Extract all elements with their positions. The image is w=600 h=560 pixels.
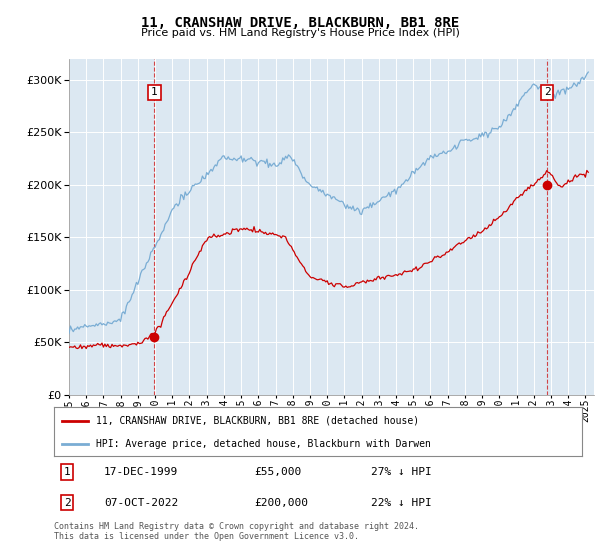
Text: 1: 1 [151, 87, 158, 97]
Text: 2: 2 [64, 498, 71, 508]
Text: 22% ↓ HPI: 22% ↓ HPI [371, 498, 431, 508]
Text: £200,000: £200,000 [254, 498, 308, 508]
Text: HPI: Average price, detached house, Blackburn with Darwen: HPI: Average price, detached house, Blac… [96, 439, 431, 449]
Text: 1: 1 [64, 467, 71, 477]
Text: 27% ↓ HPI: 27% ↓ HPI [371, 467, 431, 477]
Text: 11, CRANSHAW DRIVE, BLACKBURN, BB1 8RE (detached house): 11, CRANSHAW DRIVE, BLACKBURN, BB1 8RE (… [96, 416, 419, 426]
Text: 2: 2 [544, 87, 550, 97]
Text: 07-OCT-2022: 07-OCT-2022 [104, 498, 178, 508]
Text: Price paid vs. HM Land Registry's House Price Index (HPI): Price paid vs. HM Land Registry's House … [140, 28, 460, 38]
Text: Contains HM Land Registry data © Crown copyright and database right 2024.
This d: Contains HM Land Registry data © Crown c… [54, 522, 419, 542]
Text: 17-DEC-1999: 17-DEC-1999 [104, 467, 178, 477]
Text: 11, CRANSHAW DRIVE, BLACKBURN, BB1 8RE: 11, CRANSHAW DRIVE, BLACKBURN, BB1 8RE [141, 16, 459, 30]
Text: £55,000: £55,000 [254, 467, 302, 477]
